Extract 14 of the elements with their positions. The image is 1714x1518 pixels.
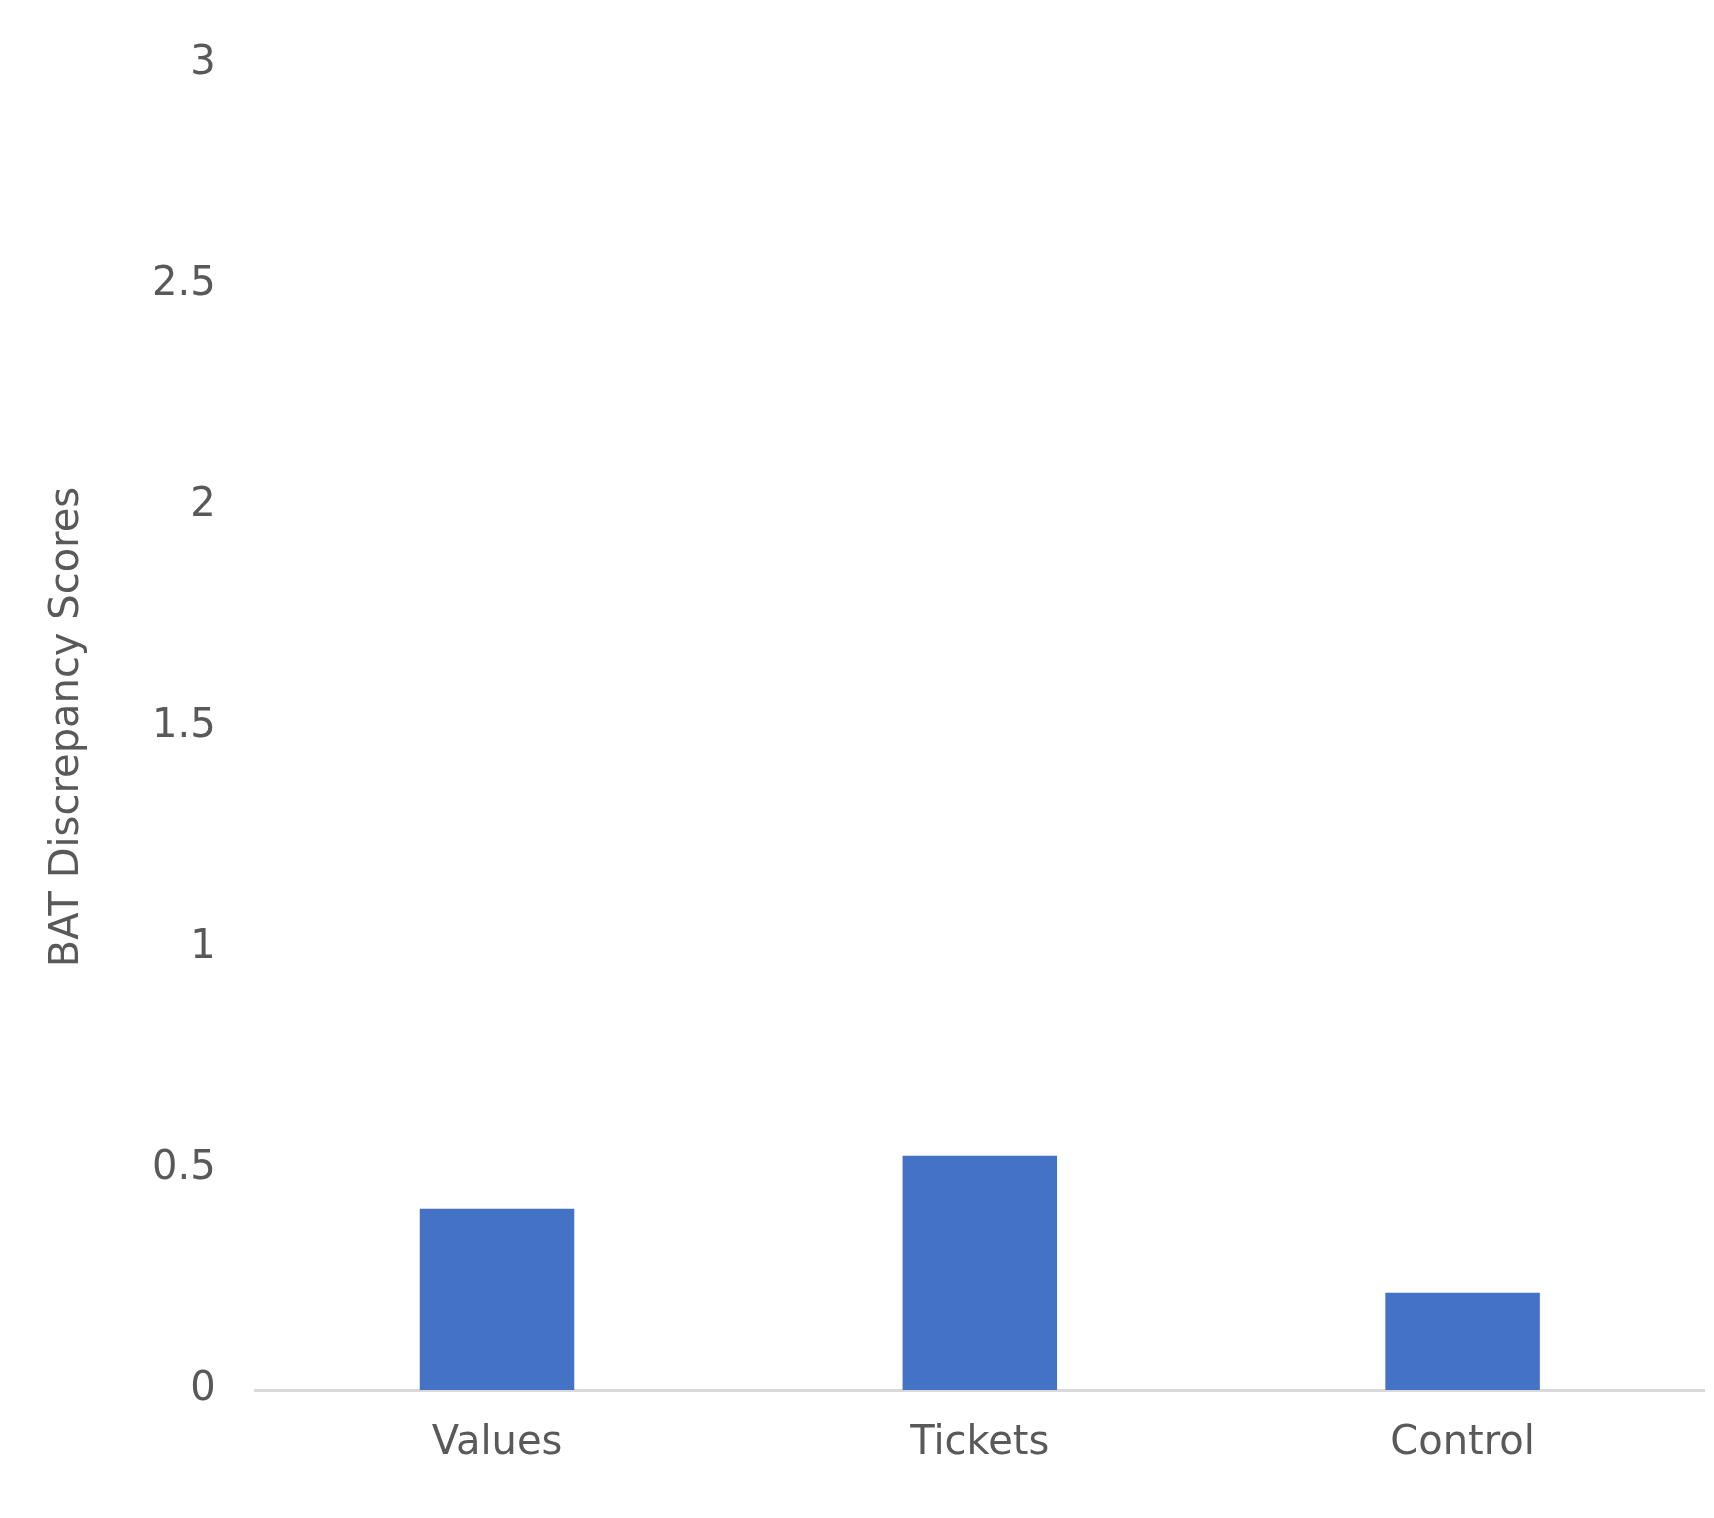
y-axis-title: BAT Discrepancy Scores	[41, 486, 88, 968]
x-tick-label: Control	[1390, 1417, 1535, 1464]
y-tick-label: 3	[190, 37, 216, 84]
bar	[419, 1208, 575, 1390]
y-tick-label: 1.5	[151, 700, 216, 747]
y-tick-label: 0	[190, 1363, 216, 1410]
y-tick-label: 2.5	[151, 258, 216, 305]
y-tick-label: 2	[190, 479, 216, 526]
y-tick-label: 1	[190, 921, 216, 968]
bar	[902, 1155, 1058, 1390]
x-tick-label: Values	[431, 1417, 563, 1464]
y-tick-label: 0.5	[151, 1142, 216, 1189]
x-tick-label: Tickets	[909, 1417, 1050, 1464]
bar	[1385, 1292, 1540, 1390]
